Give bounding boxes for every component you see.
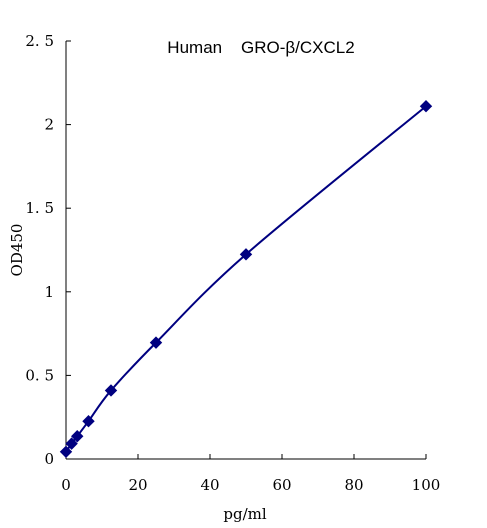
series-line <box>65 105 427 453</box>
x-tick-label: 80 <box>344 476 363 494</box>
y-tick-label: 2 <box>44 116 54 134</box>
x-tick-label: 60 <box>272 476 291 494</box>
data-point-marker <box>65 437 78 450</box>
data-point-marker <box>239 248 253 261</box>
chart-title: Human GRO-β/CXCL2 <box>167 38 354 57</box>
y-tick-label: 0. 5 <box>25 366 54 384</box>
axes-layer <box>65 41 426 460</box>
y-tick-label: 1 <box>44 283 54 301</box>
ticks-layer: 0 0. 5 1 1. 5 2 2. 5 0 20 40 60 80 100 <box>25 32 440 494</box>
x-tick-label: 40 <box>200 476 219 494</box>
x-tick-label: 20 <box>128 476 147 494</box>
y-tick-label: 0 <box>44 450 54 468</box>
data-point-marker <box>419 100 433 113</box>
data-point-marker <box>71 430 84 443</box>
x-axis-title: pg/ml <box>223 505 266 523</box>
y-tick-label: 1. 5 <box>25 199 54 217</box>
data-point-marker <box>59 445 73 459</box>
x-tick-label: 100 <box>412 476 441 494</box>
y-tick-label: 2. 5 <box>25 32 54 50</box>
y-axis-title: OD450 <box>8 224 26 277</box>
series-layer <box>65 105 427 453</box>
data-point-marker <box>82 415 95 428</box>
x-tick-label: 0 <box>61 476 71 494</box>
data-point-marker <box>149 336 163 349</box>
data-point-marker <box>104 384 118 397</box>
markers-layer <box>59 100 433 459</box>
